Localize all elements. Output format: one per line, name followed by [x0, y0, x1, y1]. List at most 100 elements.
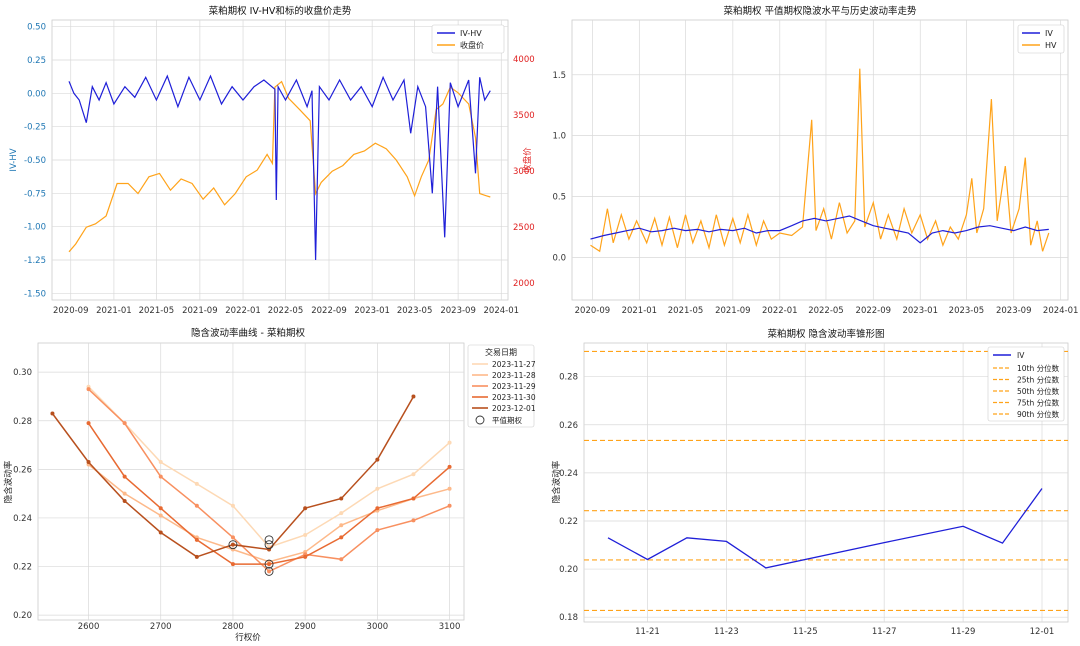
data-point: [86, 387, 91, 392]
y-tick-label: 0.26: [13, 465, 32, 475]
data-point: [230, 535, 235, 540]
series-line-iv: [590, 215, 1049, 244]
legend-label: 10th 分位数: [1017, 363, 1060, 373]
x-tick-label: 2022-01: [762, 306, 798, 316]
x-tick-label: 2022-05: [268, 306, 304, 316]
chart-title: 隐含波动率曲线 - 菜粕期权: [191, 327, 305, 339]
x-tick-label: 12-01: [1030, 627, 1055, 637]
atm-marker: [228, 540, 238, 550]
data-point: [375, 528, 380, 533]
legend-box: [1017, 24, 1065, 54]
legend: IV HV: [1017, 24, 1065, 54]
data-point: [267, 569, 272, 574]
data-point: [158, 506, 163, 511]
x-tick-label: 2700: [150, 622, 172, 632]
y-tick-label: 0.28: [13, 417, 32, 427]
legend-box: [467, 344, 535, 428]
x-tick-label: 2023-05: [949, 306, 985, 316]
legend: IV-HV 收盘价: [431, 24, 505, 54]
y-axis-label: 隐含波动率: [551, 460, 562, 503]
y-tick-label: -0.50: [24, 156, 46, 166]
data-point: [375, 486, 380, 491]
data-point: [447, 503, 452, 508]
data-point: [122, 474, 127, 479]
y-tick-label: 0.22: [559, 517, 578, 527]
y-tick-label: 0.24: [559, 469, 578, 479]
x-tick-label: 2024-01: [1043, 306, 1079, 316]
y2-tick-label: 2000: [513, 279, 535, 289]
legend-box: [431, 24, 505, 54]
y-tick-label: 1.5: [552, 71, 566, 81]
y-tick-label: -1.50: [24, 289, 46, 299]
y-tick-label: 0.20: [13, 611, 32, 621]
y-tick-label: -0.25: [24, 123, 46, 133]
x-tick-label: 2020-09: [53, 306, 89, 316]
chart-cone: 11-21 11-23 11-25 11-27 11-29 12-01 0.28 0.26 0.…: [551, 328, 1069, 637]
series-line-close: [68, 80, 491, 253]
data-point: [50, 411, 55, 416]
x-tick-label: 2023-09: [996, 306, 1032, 316]
data-point: [447, 440, 452, 445]
data-point: [158, 530, 163, 535]
y2-tick-label: 4000: [513, 55, 535, 65]
data-point: [122, 491, 127, 496]
data-point: [194, 503, 199, 508]
legend-label: 50th 分位数: [1017, 386, 1060, 396]
x-tick-label: 2021-09: [182, 306, 218, 316]
y-tick-label: 0.25: [27, 56, 46, 66]
data-point: [303, 532, 308, 537]
legend-label: 2023-11-30: [492, 393, 536, 402]
legend-label: IV: [1017, 351, 1025, 360]
series-line-ivhv: [68, 74, 491, 261]
y-tick-label: -0.75: [24, 189, 46, 199]
legend-label: 2023-11-28: [492, 371, 536, 380]
y-tick-label: 0.18: [559, 613, 578, 623]
legend-atm-marker: [475, 415, 485, 425]
y-tick-label: 0.28: [559, 373, 578, 383]
data-point: [411, 518, 416, 523]
data-point: [447, 486, 452, 491]
x-tick-label: 2021-05: [139, 306, 175, 316]
plot-area: [583, 342, 1069, 623]
data-point: [339, 557, 344, 562]
atm-marker: [264, 566, 274, 576]
x-tick-label: 2021-09: [715, 306, 751, 316]
y-tick-label: -1.00: [24, 223, 46, 233]
x-tick-label: 2022-09: [311, 306, 347, 316]
chart-title: 菜粕期权 隐含波动率锥形图: [767, 328, 884, 340]
x-tick-label: 2022-01: [225, 306, 261, 316]
x-tick-label: 11-23: [714, 627, 739, 637]
y-tick-label: 0.30: [13, 368, 32, 378]
y-tick-label: 0.20: [559, 565, 578, 575]
x-axis-label: 行权价: [235, 632, 261, 643]
data-point: [447, 464, 452, 469]
data-point: [194, 554, 199, 559]
x-tick-label: 2600: [78, 622, 100, 632]
y-tick-label: 1.0: [552, 132, 566, 142]
plot-area: [571, 19, 1069, 301]
x-tick-label: 2021-01: [96, 306, 132, 316]
legend-label: IV-HV: [460, 29, 482, 38]
data-point: [86, 421, 91, 426]
data-point: [339, 496, 344, 501]
legend-label: 平值期权: [492, 415, 522, 425]
y2-axis-label: 收盘价: [522, 147, 533, 173]
x-tick-label: 2023-09: [440, 306, 476, 316]
data-point: [158, 474, 163, 479]
x-tick-label: 11-29: [951, 627, 976, 637]
legend-label: 2023-11-29: [492, 382, 536, 391]
data-point: [194, 481, 199, 486]
legend: 交易日期 2023-11-27 2023-11-28 2023-11-29 2023-1…: [467, 344, 536, 428]
x-tick-label: 2021-05: [668, 306, 704, 316]
data-point: [375, 457, 380, 462]
x-tick-label: 2023-05: [397, 306, 433, 316]
x-tick-label: 2020-09: [575, 306, 611, 316]
legend-label: 75th 分位数: [1017, 398, 1060, 408]
legend-label: 90th 分位数: [1017, 409, 1060, 419]
x-tick-label: 2024-01: [484, 306, 520, 316]
data-point: [86, 460, 91, 465]
atm-marker: [264, 559, 274, 569]
y-tick-label: 0.5: [552, 193, 566, 203]
data-point: [122, 421, 127, 426]
chart-title: 菜粕期权 IV-HV和标的收盘价走势: [209, 5, 352, 17]
